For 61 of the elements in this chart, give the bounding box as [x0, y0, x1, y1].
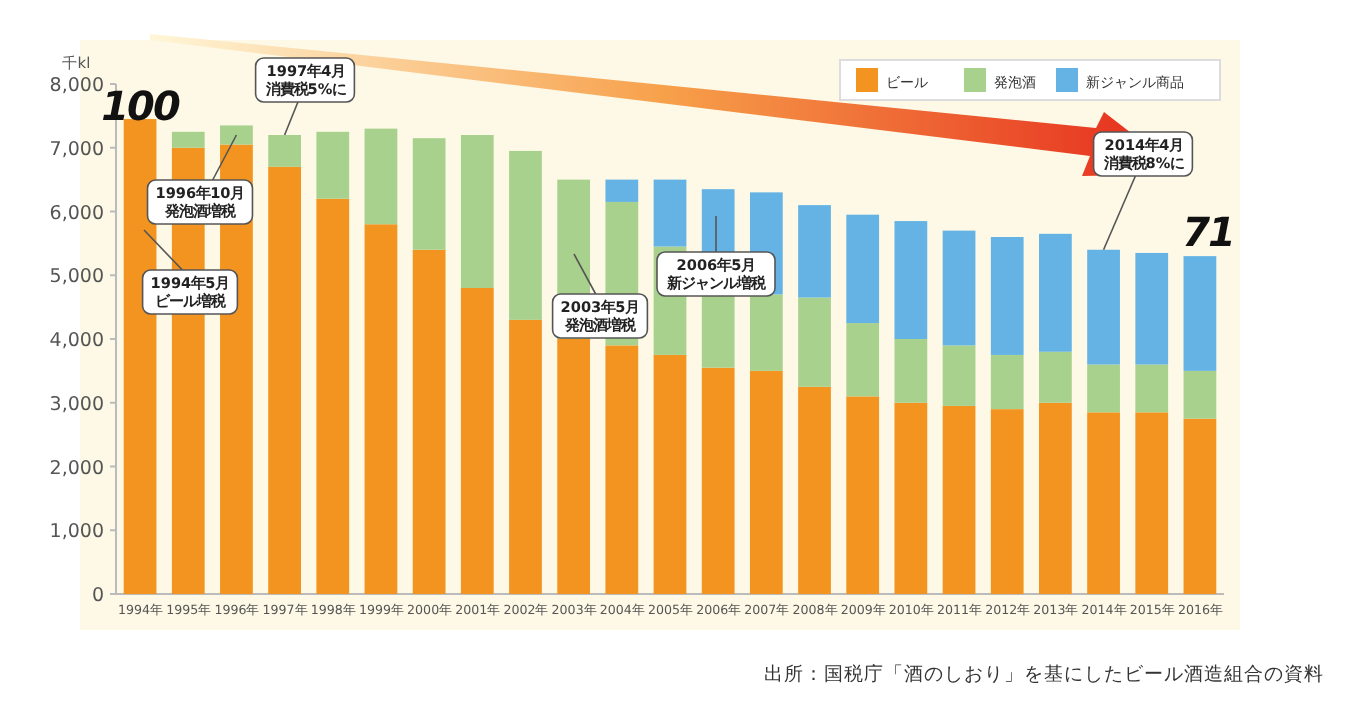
bar [894, 221, 928, 339]
bar [894, 339, 928, 403]
bar [798, 297, 831, 387]
bar [749, 294, 783, 371]
y-tick-label: 0 [91, 585, 104, 607]
bar [460, 288, 494, 594]
bar [942, 230, 976, 346]
y-tick-label: 8,000 [49, 75, 104, 97]
bar [701, 367, 735, 594]
bar [364, 128, 398, 225]
bar [653, 354, 687, 594]
bar [846, 396, 880, 594]
bar [1183, 256, 1217, 371]
y-tick-label: 1,000 [49, 521, 104, 544]
bar [894, 402, 928, 594]
bar [1135, 412, 1169, 594]
bar [220, 125, 253, 145]
bar [1183, 418, 1217, 594]
bar [1087, 364, 1120, 413]
y-tick-label: 7,000 [49, 138, 104, 161]
y-tick-label: 4,000 [49, 330, 104, 352]
bar [846, 323, 880, 397]
bar [749, 370, 783, 594]
bar [1135, 364, 1169, 413]
bar [1135, 252, 1169, 365]
annotation: 100 [101, 82, 181, 130]
bar [1039, 402, 1072, 594]
bar [316, 131, 350, 199]
bar [268, 166, 301, 594]
bar [605, 345, 639, 594]
bar [1039, 233, 1072, 352]
bar [268, 135, 301, 167]
bar [412, 138, 446, 250]
bar [1087, 249, 1120, 365]
bar [605, 179, 639, 202]
y-tick-label: 3,000 [49, 393, 104, 416]
bar [412, 249, 446, 594]
bar [1183, 370, 1217, 419]
y-tick-label: 2,000 [49, 457, 104, 480]
bar [364, 224, 398, 594]
bar [846, 214, 880, 324]
bar [701, 294, 735, 368]
y-tick-label: 6,000 [49, 202, 104, 225]
annotation: 71 [1182, 208, 1234, 256]
bar [798, 205, 831, 298]
bar [316, 198, 350, 594]
bar [798, 386, 831, 594]
bar [460, 135, 494, 288]
bar [942, 405, 976, 594]
bar [509, 319, 542, 594]
bar [653, 179, 687, 247]
text: 出所：国税庁「酒のしおり」を基にしたビール酒造組合の資料 [764, 662, 1324, 686]
bar [509, 150, 542, 320]
y-tick-label: 5,000 [49, 266, 104, 289]
bar [1039, 351, 1072, 403]
bar [942, 345, 976, 406]
bar [990, 237, 1024, 355]
bar [1087, 412, 1120, 594]
bar [171, 131, 205, 148]
bar [990, 409, 1024, 594]
bar [990, 354, 1024, 410]
